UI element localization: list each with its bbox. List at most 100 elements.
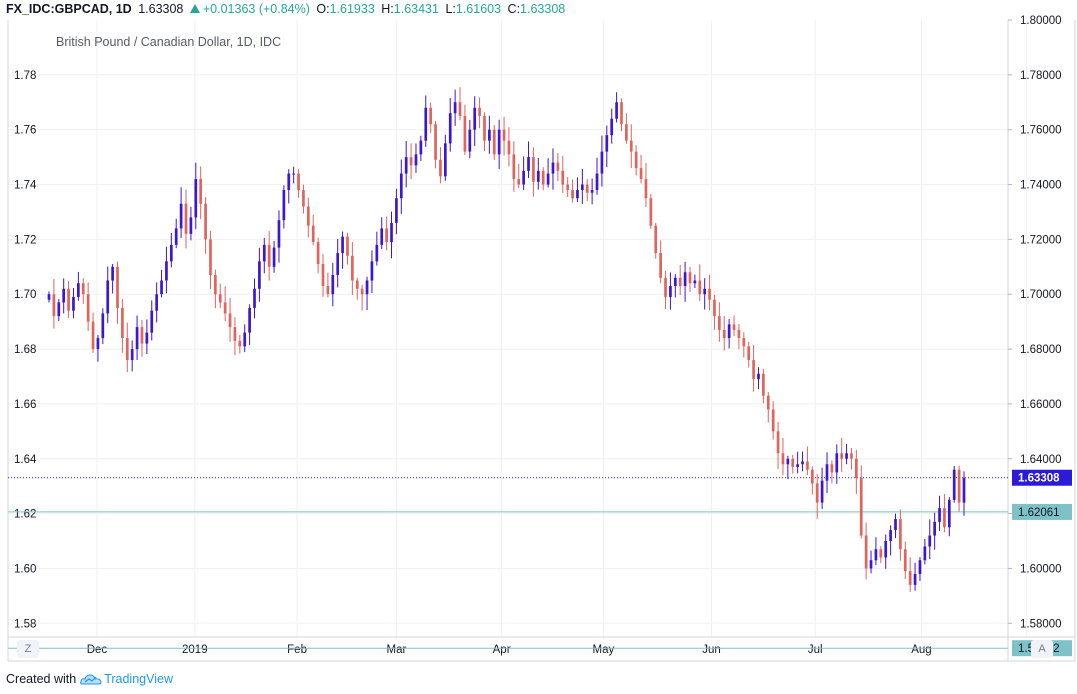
- candle-body: [796, 464, 799, 467]
- candle-body: [116, 266, 119, 308]
- candle-body: [620, 102, 623, 125]
- right-tick-label: 1.74000: [1020, 180, 1062, 192]
- candle-body: [673, 277, 677, 286]
- tradingview-link[interactable]: TradingView: [104, 672, 173, 686]
- candle-body: [380, 228, 384, 245]
- candle-body: [302, 190, 305, 207]
- candle-body: [580, 184, 584, 191]
- candle-body: [737, 329, 741, 339]
- symbol-label[interactable]: FX_IDC:GBPCAD, 1D: [6, 2, 132, 16]
- right-tick-label: 1.60000: [1020, 563, 1062, 575]
- footer: Created with TradingView: [6, 672, 173, 686]
- candle-body: [135, 327, 139, 350]
- candle-body: [933, 521, 936, 536]
- candle-body: [610, 118, 614, 136]
- open-label: O:: [316, 2, 330, 16]
- candle-body: [473, 107, 477, 130]
- candle-body: [370, 261, 374, 281]
- candle-body: [91, 321, 95, 350]
- candle-body: [600, 151, 604, 174]
- candle-body: [752, 360, 755, 380]
- time-tick-label: Jun: [702, 644, 721, 656]
- candle-body: [81, 283, 85, 295]
- plot-frame: [7, 20, 1076, 662]
- candle-body: [864, 535, 868, 569]
- candle-body: [439, 159, 442, 177]
- candle-body: [385, 228, 388, 243]
- candle-body: [688, 272, 692, 284]
- candle-body: [644, 179, 648, 199]
- high-value: 1.63431: [393, 2, 439, 16]
- candle-body: [209, 239, 212, 276]
- candle-body: [409, 157, 413, 166]
- candle-body: [57, 302, 61, 317]
- candle-body: [859, 477, 863, 536]
- time-tick-label: May: [593, 644, 615, 656]
- candle-body: [566, 184, 570, 191]
- time-axis[interactable]: Dec2019FebMarAprMayJunJulAugSep: [87, 644, 1037, 656]
- candle-body: [678, 277, 682, 286]
- time-tick-label: Jul: [808, 644, 823, 656]
- candle-body: [375, 244, 379, 262]
- candle-body: [830, 464, 834, 473]
- candle-body: [492, 129, 496, 155]
- candle-body: [121, 307, 124, 339]
- candle-body: [815, 483, 819, 503]
- candle-body: [86, 294, 90, 322]
- candle-body: [903, 549, 907, 572]
- candle-body: [125, 338, 129, 361]
- candle-body: [458, 102, 462, 116]
- candle-body: [551, 162, 555, 174]
- price-levels: [8, 477, 1008, 649]
- candle-body: [810, 469, 814, 484]
- chart-title: British Pound / Canadian Dollar, 1D, IDC: [56, 35, 281, 49]
- close-value: 1.63308: [520, 2, 566, 16]
- candle-body: [879, 549, 883, 558]
- candle-body: [453, 102, 457, 114]
- candle-body: [443, 143, 447, 177]
- candle-body: [169, 244, 173, 262]
- symbol-header: FX_IDC:GBPCAD, 1D 1.63308 +0.01363 (+0.8…: [6, 2, 568, 20]
- candle-body: [507, 140, 511, 155]
- auto-scale-button[interactable]: A: [1031, 640, 1053, 658]
- candle-body: [488, 129, 491, 141]
- candle-body: [194, 179, 198, 218]
- grid: [8, 20, 1028, 637]
- candle-body: [664, 277, 667, 297]
- price-label-box: [1012, 503, 1072, 520]
- candles: [47, 87, 966, 592]
- zoom-button[interactable]: Z: [17, 640, 39, 658]
- candle-body: [414, 154, 418, 166]
- candle-body: [806, 461, 809, 470]
- price-label-text: 1.63308: [1018, 473, 1060, 485]
- candle-body: [341, 236, 344, 254]
- left-axis: 1.58 1.60 1.62 1.64 1.66 1.68 1.70 1.72 1.74 1.76…: [14, 70, 37, 630]
- candle-body: [595, 173, 599, 191]
- candle-body: [140, 327, 144, 344]
- candle-body: [483, 115, 486, 141]
- low-value: 1.61603: [455, 2, 502, 16]
- candle-body: [576, 190, 579, 199]
- candle-body: [429, 107, 433, 125]
- candle-body: [634, 151, 638, 169]
- candle-body: [757, 373, 760, 380]
- candle-body: [791, 458, 795, 467]
- candle-body: [855, 458, 858, 478]
- candle-body: [238, 340, 242, 347]
- candle-body: [801, 461, 804, 465]
- candle-body: [96, 338, 100, 350]
- candle-body: [262, 244, 266, 262]
- right-tick-label: 1.80000: [1020, 15, 1062, 27]
- candle-body: [908, 571, 912, 585]
- candle-body: [957, 469, 961, 503]
- candle-body: [297, 173, 300, 191]
- candle-body: [243, 332, 247, 347]
- candle-body: [497, 129, 501, 155]
- candle-body: [331, 275, 335, 295]
- right-axis[interactable]: 1.580001.600001.620001.640001.660001.680…: [1008, 15, 1062, 630]
- candle-body: [918, 560, 922, 574]
- left-tick-label: 1.78: [14, 70, 36, 82]
- candle-body: [869, 560, 873, 569]
